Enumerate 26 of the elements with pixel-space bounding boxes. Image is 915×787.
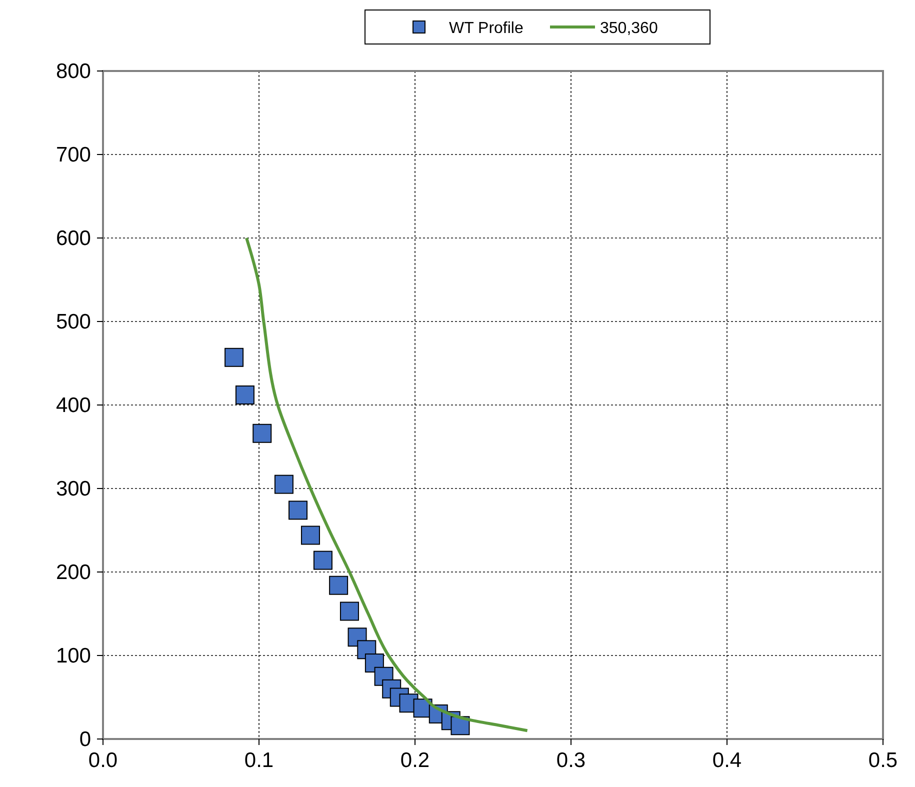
y-tick-label: 200	[56, 561, 91, 584]
y-tick-label: 0	[79, 728, 91, 751]
y-tick-label: 700	[56, 144, 91, 166]
x-tick-label: 0.4	[712, 749, 742, 772]
point	[313, 550, 332, 570]
y-tick-label: 600	[56, 227, 91, 250]
point	[274, 474, 294, 494]
point	[288, 500, 308, 520]
y-tick-label: 400	[56, 394, 91, 417]
point	[235, 385, 254, 404]
x-tick-label: 0.3	[556, 749, 586, 772]
point	[329, 576, 348, 595]
point	[300, 526, 320, 545]
x-tick-label: 0.5	[868, 749, 898, 772]
y-tick-label: 800	[56, 60, 91, 83]
point	[252, 424, 272, 443]
y-tick-label: 300	[56, 478, 91, 500]
y-tick-label: 100	[56, 644, 91, 668]
x-tick-label: 0.0	[88, 749, 118, 772]
x-tick-label: 0.1	[244, 749, 274, 772]
legend-label: WT Profile	[449, 20, 524, 37]
x-tick-label: 0.2	[400, 749, 430, 772]
y-tick-label: 500	[56, 310, 91, 334]
point	[340, 602, 359, 621]
legend-label: 350,360	[600, 20, 658, 37]
point	[224, 348, 244, 367]
